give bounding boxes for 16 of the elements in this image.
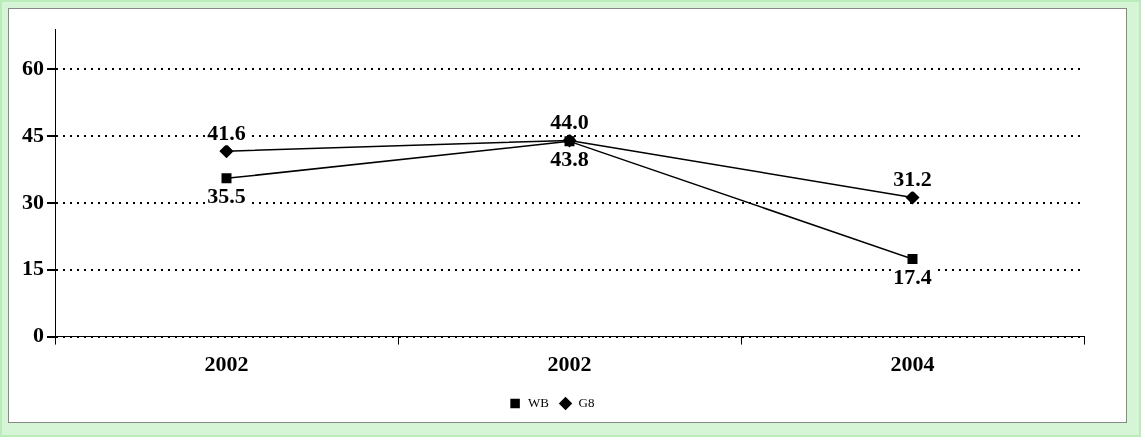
x-tick-label: 2002 [547, 351, 592, 377]
data-label: 35.5 [207, 183, 246, 209]
y-tick-label: 30 [22, 188, 44, 214]
data-label: 44.0 [550, 109, 589, 135]
y-tick-label: 15 [22, 255, 44, 281]
legend-label: WB [528, 394, 550, 410]
data-label: 17.4 [893, 263, 932, 289]
x-tick-label: 2004 [890, 351, 935, 377]
data-label: 41.6 [207, 119, 246, 145]
legend-label: G8 [578, 394, 595, 410]
y-tick-label: 60 [22, 54, 44, 80]
x-tick-label: 2002 [204, 351, 249, 377]
data-label: 43.8 [550, 146, 589, 172]
data-label: 31.2 [893, 166, 932, 192]
y-tick-label: 0 [33, 322, 44, 348]
y-tick-label: 45 [22, 121, 44, 147]
